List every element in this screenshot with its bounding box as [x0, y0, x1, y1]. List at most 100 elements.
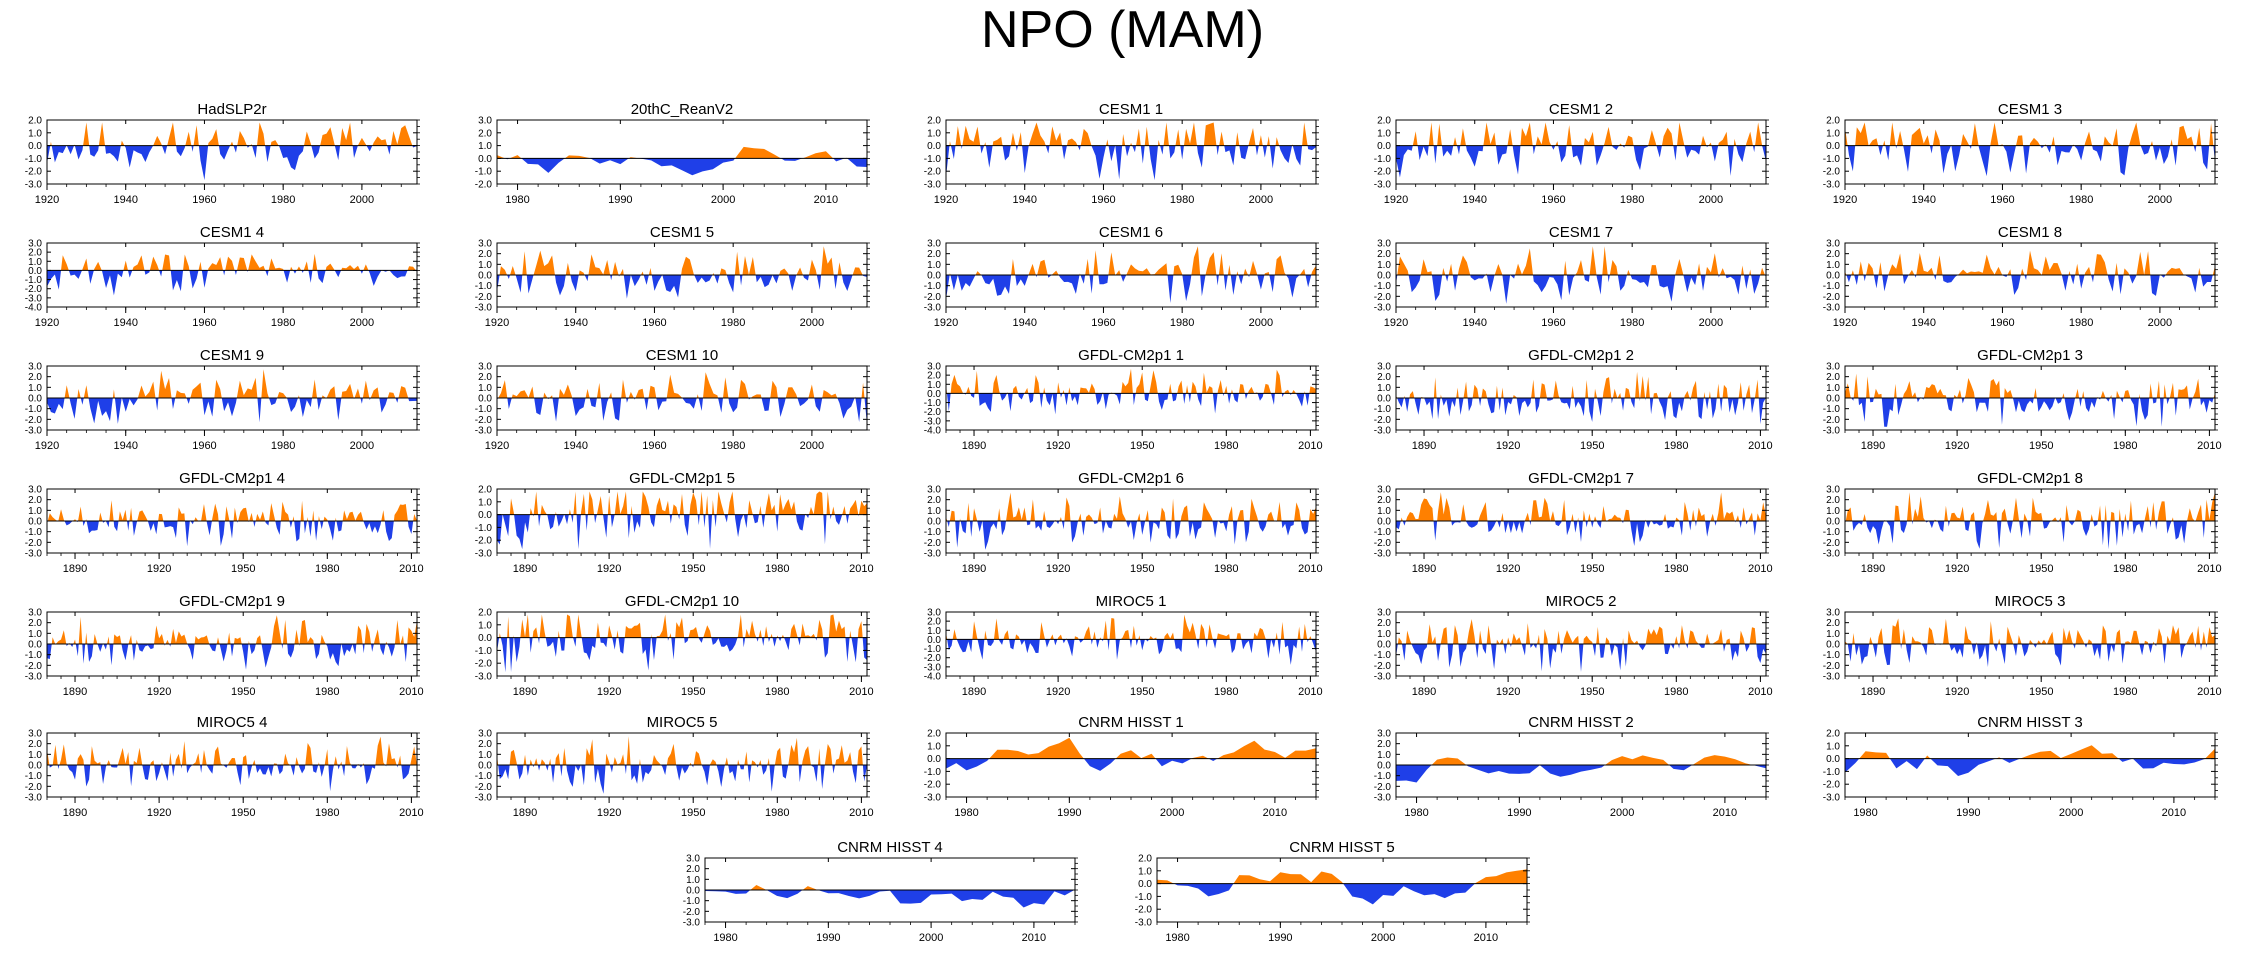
panel-30: CNRM HISST 3 -3.0 -2.0 -1.0 0.0 1.0 2.0 1980 199…	[1793, 711, 2227, 836]
panel-svg: GFDL-CM2p1 2 -3.0-2.0-1.00.01.02.03.0 1890…	[1374, 347, 1773, 452]
x-tick-label: 2000	[350, 440, 374, 452]
x-tick-label: 2000	[800, 440, 824, 452]
panel-title: CESM1 7	[1549, 224, 1613, 241]
y-tick-label: 1.0	[1377, 128, 1391, 139]
positive-area	[946, 368, 1316, 394]
panel-24: MIROC5 2 -3.0 -2.0 -1.0 0.0 1.0 2.0 3.0 1890 1920…	[1344, 590, 1778, 715]
y-tick-label: -1.0	[1823, 767, 1841, 778]
y-tick-label: 2.0	[1377, 618, 1391, 629]
panel-25: MIROC5 3 -3.0 -2.0 -1.0 0.0 1.0 2.0 3.0 1890 1920…	[1793, 590, 2227, 715]
y-tick-label: -1.0	[924, 767, 942, 778]
y-tick-label: 2.0	[478, 739, 492, 750]
x-tick-label: 1980	[315, 807, 339, 819]
y-tick-label: -2.0	[475, 415, 493, 426]
y-tick-label: -3.0	[1374, 549, 1392, 560]
x-tick-label: 2010	[849, 807, 873, 819]
x-tick-label: 1960	[1091, 317, 1115, 329]
x-tick-label: 2010	[814, 194, 838, 206]
x-tick-label: 1980	[765, 686, 789, 698]
x-tick-label: 1950	[231, 686, 255, 698]
x-tick-label: 2010	[849, 686, 873, 698]
y-tick-label: 0.0	[1826, 640, 1840, 651]
plot-frame	[496, 119, 868, 185]
panel-svg: CESM1 6 -3.0-2.0-1.00.01.02.03.0 1920 1940 1…	[924, 224, 1319, 329]
panel-svg: CESM1 9 -3.0-2.0-1.00.01.02.03.0 1920 1940 1…	[25, 347, 420, 452]
x-tick-label: 2010	[849, 563, 873, 575]
y-tick-label: 2.0	[927, 116, 941, 127]
x-tick-label: 2000	[1249, 317, 1273, 329]
y-tick-label: 1.0	[478, 141, 492, 152]
y-tick-label: -3.0	[475, 793, 493, 804]
panel-svg: GFDL-CM2p1 5 -3.0 -2.0 -1.0 0.0 1.02.0 1890 192…	[475, 470, 874, 575]
negative-area	[1847, 145, 2215, 177]
x-tick-label: 1980	[1170, 317, 1194, 329]
panel-3: CESM1 1 -3.0 -2.0 -1.0 0.0 1.0 2.0 1920 1940 1960…	[894, 98, 1328, 223]
y-tick-label: 0.0	[1826, 517, 1840, 528]
x-tick-label: 2000	[350, 194, 374, 206]
x-tick-label: 1950	[681, 686, 705, 698]
x-tick-label: 1950	[1130, 563, 1154, 575]
panel-23: MIROC5 1 -4.0 -3.0 -2.0 -1.0 0.0 1.0 2.0 3.0 1890…	[894, 590, 1328, 715]
y-tick-label: 1.0	[1826, 383, 1840, 394]
x-tick-label: 1920	[1945, 440, 1969, 452]
x-tick-label: 1980	[505, 194, 529, 206]
negative-area	[505, 158, 867, 176]
y-tick-label: 1.0	[1138, 866, 1152, 877]
negative-area	[1396, 275, 1766, 304]
y-tick-label: 0.0	[1826, 141, 1840, 152]
panel-title: CESM1 8	[1998, 224, 2062, 241]
negative-area	[946, 758, 1218, 771]
x-tick-label: 1980	[1664, 686, 1688, 698]
x-tick-label: 1920	[35, 440, 59, 452]
y-tick-label: 2.0	[927, 729, 941, 740]
positive-area	[1845, 492, 2215, 521]
negative-area	[947, 639, 1316, 665]
y-tick-label: 3.0	[927, 608, 941, 619]
y-tick-label: -3.0	[475, 549, 493, 560]
x-tick-label: 2010	[399, 686, 423, 698]
y-tick-label: 0.0	[28, 517, 42, 528]
negative-area	[1847, 644, 2208, 668]
figure-title: NPO (MAM)	[980, 1, 1265, 59]
y-tick-label: 2.0	[1377, 495, 1391, 506]
x-tick-label: 1890	[962, 686, 986, 698]
x-tick-label: 1980	[1664, 563, 1688, 575]
x-tick-label: 2000	[1610, 807, 1634, 819]
y-tick-label: -1.0	[25, 404, 43, 415]
y-tick-label: -1.0	[924, 154, 942, 165]
panel-13: GFDL-CM2p1 1 -4.0 -3.0 -2.0 -1.0 0.0 1.0 2.0 3.0…	[894, 344, 1328, 469]
y-tick-label: 1.0	[927, 260, 941, 271]
negative-area	[705, 890, 1075, 908]
x-tick-label: 1920	[1384, 194, 1408, 206]
y-tick-label: -2.0	[1374, 292, 1392, 303]
y-tick-label: -3.0	[1823, 549, 1841, 560]
x-tick-label: 1980	[2113, 440, 2137, 452]
x-tick-label: 1950	[1130, 686, 1154, 698]
x-tick-label: 1990	[1268, 932, 1292, 944]
x-tick-label: 2010	[399, 563, 423, 575]
y-tick-label: -2.0	[475, 536, 493, 547]
positive-area	[1859, 745, 2215, 759]
y-tick-label: 0.0	[927, 517, 941, 528]
y-tick-label: 1.0	[927, 380, 941, 391]
x-tick-label: 1950	[2029, 686, 2053, 698]
y-tick-label: -3.0	[924, 303, 942, 314]
y-tick-label: 3.0	[1826, 608, 1840, 619]
y-tick-label: 0.0	[686, 886, 700, 897]
panel-svg: CESM1 7 -3.0-2.0-1.00.01.02.03.0 1920 1940 1…	[1374, 224, 1769, 329]
x-tick-label: 2000	[1699, 194, 1723, 206]
y-tick-label: 2.0	[1826, 249, 1840, 260]
panel-title: MIROC5 5	[647, 714, 718, 731]
x-tick-label: 2010	[1748, 563, 1772, 575]
x-tick-label: 1980	[1620, 194, 1644, 206]
y-tick-label: 0.0	[478, 271, 492, 282]
x-tick-label: 2010	[1748, 440, 1772, 452]
positive-area	[497, 146, 848, 159]
panel-title: GFDL-CM2p1 10	[625, 593, 739, 610]
panel-title: CNRM HISST 2	[1528, 714, 1634, 731]
y-tick-label: 3.0	[1377, 608, 1391, 619]
x-tick-label: 1920	[35, 194, 59, 206]
y-tick-label: 2.0	[686, 864, 700, 875]
plot-frame	[46, 242, 418, 308]
x-tick-label: 1890	[962, 563, 986, 575]
